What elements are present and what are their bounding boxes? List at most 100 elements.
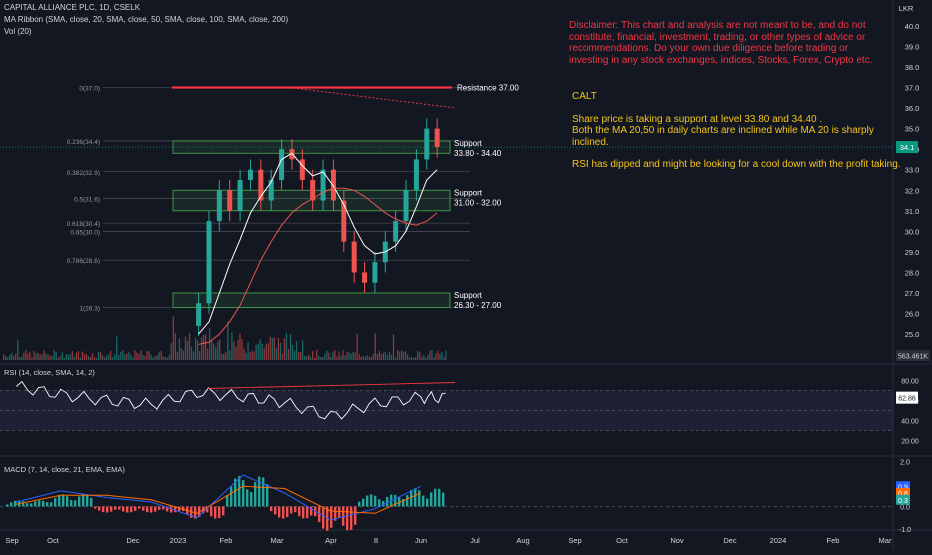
candle-body-21 (413, 159, 419, 191)
volume-bar-51 (106, 355, 108, 360)
macd-hist-bar-99 (402, 498, 405, 507)
macd-hist-bar-22 (94, 506, 97, 509)
volume-bar-15 (33, 350, 35, 360)
volume-bar-205 (417, 350, 419, 360)
macd-hist-bar-85 (346, 506, 349, 531)
macd-value-badge-0 (896, 481, 910, 492)
macd-hist-bar-60 (246, 489, 249, 507)
macd-hist-bar-84 (342, 506, 345, 526)
volume-bar-37 (77, 351, 80, 360)
macd-hist-bar-51 (210, 506, 213, 517)
macd-hist-bar-23 (98, 506, 101, 511)
volume-bar-109 (223, 353, 225, 360)
volume-bar-168 (342, 350, 344, 360)
volume-bar-8 (19, 357, 21, 360)
volume-bar-158 (322, 357, 324, 360)
volume-bar-12 (27, 353, 29, 360)
volume-bar-155 (316, 350, 318, 360)
volume-bar-193 (392, 334, 395, 360)
volume-bar-5 (13, 356, 15, 360)
support-zone-2 (172, 292, 451, 308)
volume-bar-202 (411, 356, 413, 360)
time-axis-label-15: 2024 (770, 536, 787, 545)
candle-body-23 (434, 128, 440, 148)
macd-hist-bar-98 (398, 497, 401, 507)
ma-ribbon-legend[interactable]: MA Ribbon (SMA, close, 20, SMA, close, 5… (4, 15, 289, 24)
macd-hist-bar-78 (318, 506, 321, 523)
time-axis-label-12: Oct (616, 536, 629, 545)
volume-bar-91 (186, 341, 189, 360)
volume-bar-208 (423, 354, 425, 360)
volume-bar-88 (180, 347, 183, 360)
macd-hist-bar-82 (334, 506, 337, 521)
macd-hist-bar-13 (58, 495, 61, 507)
volume-bar-40 (83, 354, 86, 360)
macd-hist-bar-2 (14, 500, 17, 507)
volume-bar-50 (104, 357, 106, 360)
volume-bar-57 (118, 354, 120, 360)
macd-hist-bar-83 (338, 506, 341, 518)
macd-hist-bar-107 (434, 488, 437, 507)
support-zone-title-2: Support (454, 291, 483, 300)
macd-hist-bar-53 (218, 506, 221, 519)
time-axis-label-10: Aug (516, 536, 529, 545)
volume-bar-95 (194, 337, 197, 360)
resistance-label: Resistance 37.00 (457, 84, 519, 93)
time-axis-label-16: Feb (827, 536, 840, 545)
price-tick-label-3: 37.0 (905, 84, 920, 93)
price-tick-label-0: 40.0 (905, 22, 920, 31)
volume-bar-99 (202, 334, 205, 360)
macd-hist-bar-94 (382, 501, 385, 507)
volume-bar-100 (205, 334, 207, 360)
volume-bar-85 (174, 333, 176, 360)
volume-bar-53 (110, 350, 112, 360)
volume-bar-164 (334, 350, 336, 360)
volume-bar-154 (314, 357, 316, 360)
candle-body-13 (330, 169, 336, 201)
volume-bar-0 (3, 354, 5, 360)
macd-hist-bar-19 (82, 494, 85, 507)
macd-hist-bar-14 (62, 494, 65, 507)
macd-hist-bar-15 (66, 496, 69, 507)
macd-hist-bar-71 (290, 506, 293, 514)
volume-bar-176 (358, 354, 360, 360)
volume-bar-217 (441, 351, 443, 360)
volume-bar-68 (140, 350, 142, 360)
macd-hist-bar-37 (154, 506, 157, 512)
macd-hist-bar-79 (322, 506, 325, 529)
macd-value-label-0: 0.9 (898, 484, 908, 491)
ma-line-20 (198, 152, 438, 335)
volume-bar-87 (178, 338, 181, 360)
volume-bar-133 (271, 337, 273, 360)
volume-bar-59 (122, 350, 124, 360)
volume-bar-195 (396, 350, 399, 360)
macd-hist-bar-91 (370, 494, 373, 507)
macd-hist-bar-38 (158, 506, 161, 510)
macd-hist-bar-75 (306, 506, 309, 519)
volume-bar-3 (9, 354, 11, 360)
volume-bar-161 (328, 352, 330, 360)
macd-hist-bar-25 (106, 506, 109, 513)
macd-hist-bar-0 (6, 504, 9, 507)
disclaimer-note: Disclaimer: This chart and analysis are … (569, 20, 873, 66)
price-tick-label-8: 32.0 (905, 186, 920, 195)
chart-symbol-title[interactable]: CAPITAL ALLIANCE PLC, 1D, CSELK (4, 3, 141, 12)
volume-bar-89 (182, 350, 185, 360)
volume-bar-145 (295, 341, 298, 360)
fib-level-label-6: 0.786(28.6) (67, 258, 100, 265)
candle-body-10 (299, 159, 305, 180)
volume-bar-115 (235, 347, 237, 360)
volume-bar-189 (384, 351, 387, 360)
volume-bar-72 (148, 351, 150, 360)
volume-bar-98 (200, 337, 203, 360)
volume-bar-25 (53, 350, 55, 360)
volume-bar-10 (23, 352, 25, 360)
volume-bar-20 (43, 350, 45, 360)
volume-bar-67 (138, 353, 140, 360)
price-tick-label-7: 33.0 (905, 166, 920, 175)
volume-legend[interactable]: Vol (20) (4, 27, 32, 36)
volume-bar-30 (63, 357, 65, 360)
volume-bar-27 (57, 357, 59, 360)
volume-bar-194 (394, 357, 397, 360)
